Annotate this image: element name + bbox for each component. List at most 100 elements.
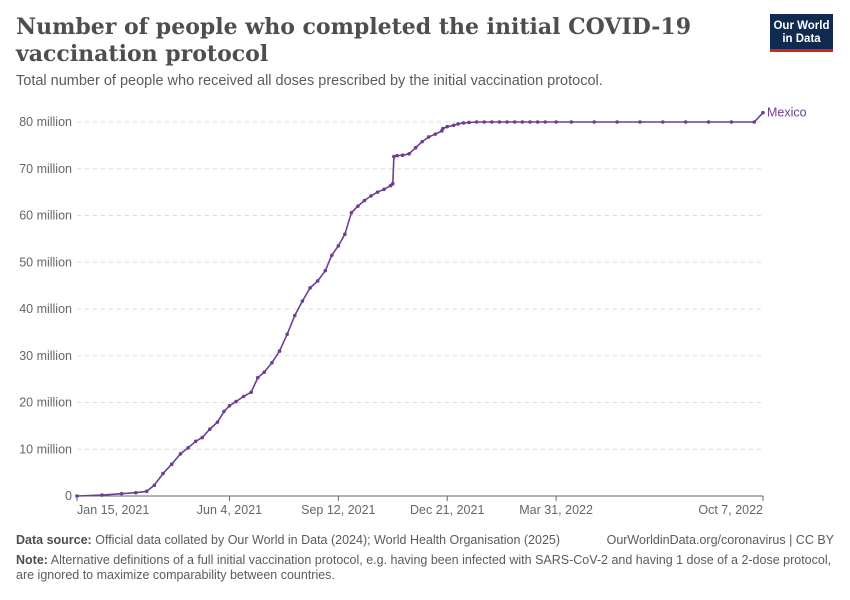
- x-tick-label: Oct 7, 2022: [698, 503, 763, 517]
- y-tick-label: 20 million: [19, 396, 72, 410]
- data-point: [343, 232, 347, 236]
- data-point: [456, 122, 460, 126]
- data-point: [369, 194, 373, 198]
- y-tick-label: 70 million: [19, 162, 72, 176]
- chart-title: Number of people who completed the initi…: [16, 14, 692, 67]
- data-point: [467, 120, 471, 125]
- data-point: [490, 120, 494, 124]
- data-point: [323, 268, 328, 273]
- y-tick-label: 30 million: [19, 349, 72, 363]
- data-point: [356, 204, 360, 208]
- data-point: [392, 154, 396, 159]
- data-point: [420, 139, 424, 144]
- data-point: [752, 120, 757, 124]
- x-tick-label: Mar 31, 2022: [519, 503, 593, 517]
- data-point: [277, 349, 282, 353]
- data-source-line: Data source: Official data collated by O…: [16, 533, 834, 548]
- grid-lines: [77, 121, 763, 450]
- data-point: [706, 120, 711, 124]
- x-tick-label: Sep 12, 2021: [301, 503, 375, 517]
- source-url-link[interactable]: OurWorldinData.org/coronavirus | CC BY: [606, 533, 834, 547]
- data-point: [407, 151, 411, 156]
- line-chart: 0 10 million 20 million 30 million 40 millio…: [19, 106, 807, 517]
- owid-logo[interactable]: Our World in Data: [770, 14, 833, 52]
- data-point: [336, 244, 341, 248]
- y-tick-label: 80 million: [19, 115, 72, 129]
- data-point: [144, 489, 149, 494]
- series-label-mexico: Mexico: [767, 106, 807, 120]
- y-tick-label: 60 million: [19, 209, 72, 223]
- data-point: [308, 286, 312, 290]
- series-layer: Mexico: [75, 106, 807, 498]
- data-point: [554, 120, 558, 124]
- data-point: [615, 120, 619, 124]
- data-point: [349, 210, 354, 215]
- note-label: Note:: [16, 553, 48, 567]
- data-point: [497, 120, 502, 124]
- data-point: [255, 375, 260, 380]
- source-label: Data source:: [16, 533, 92, 547]
- data-point: [152, 483, 157, 488]
- data-point: [241, 394, 246, 399]
- data-point: [413, 145, 418, 150]
- data-point: [178, 452, 183, 456]
- data-point: [234, 399, 238, 404]
- data-point: [520, 120, 525, 124]
- data-point: [543, 120, 548, 124]
- data-point: [433, 132, 438, 136]
- data-point: [222, 409, 226, 414]
- logo-line-1: Our World: [773, 20, 830, 32]
- data-point: [482, 120, 487, 124]
- note-text: Alternative definitions of a full initia…: [16, 553, 832, 582]
- data-point: [474, 120, 479, 124]
- data-point: [161, 471, 165, 476]
- y-tick-label: 0: [65, 489, 72, 503]
- data-point: [441, 126, 445, 131]
- data-point: [227, 403, 232, 408]
- data-point: [208, 427, 212, 431]
- y-tick-label: 40 million: [19, 302, 72, 316]
- data-point: [451, 123, 456, 128]
- data-point: [186, 446, 190, 450]
- data-point: [445, 124, 450, 129]
- data-point: [592, 120, 597, 124]
- y-axis-ticks: 0 10 million 20 million 30 million 40 millio…: [19, 115, 72, 503]
- data-point: [262, 370, 267, 374]
- data-point: [249, 390, 254, 395]
- data-point: [75, 494, 79, 498]
- data-point: [683, 120, 688, 124]
- data-point: [512, 120, 517, 124]
- data-point: [729, 120, 734, 124]
- data-point: [661, 120, 665, 124]
- data-point: [300, 299, 305, 303]
- data-point: [569, 120, 574, 124]
- data-point: [169, 462, 174, 467]
- data-point: [761, 110, 765, 115]
- data-point: [134, 490, 138, 495]
- series-line-mexico: [76, 112, 764, 497]
- data-point: [215, 420, 220, 424]
- y-tick-label: 50 million: [19, 255, 72, 269]
- data-point: [375, 190, 380, 194]
- y-tick-label: 10 million: [19, 442, 72, 456]
- data-point: [382, 187, 386, 192]
- data-point: [505, 120, 509, 124]
- x-tick-label: Jan 15, 2021: [77, 503, 149, 517]
- logo-line-2: in Data: [782, 33, 821, 45]
- x-tick-label: Jun 4, 2021: [197, 503, 262, 517]
- data-point: [362, 198, 367, 203]
- chart-subtitle: Total number of people who received all …: [16, 73, 603, 89]
- data-point: [528, 120, 532, 124]
- data-point: [285, 332, 289, 337]
- data-point: [461, 121, 466, 125]
- data-point: [100, 493, 104, 497]
- data-point: [315, 279, 320, 283]
- data-point: [193, 439, 198, 444]
- data-point: [292, 313, 297, 318]
- x-axis: Jan 15, 2021 Jun 4, 2021 Sep 12, 2021 Dec 2…: [76, 495, 764, 517]
- data-point: [119, 491, 124, 496]
- data-point: [270, 360, 274, 365]
- source-text: Official data collated by Our World in D…: [95, 533, 561, 547]
- x-tick-label: Dec 21, 2021: [410, 503, 484, 517]
- data-point: [426, 135, 431, 139]
